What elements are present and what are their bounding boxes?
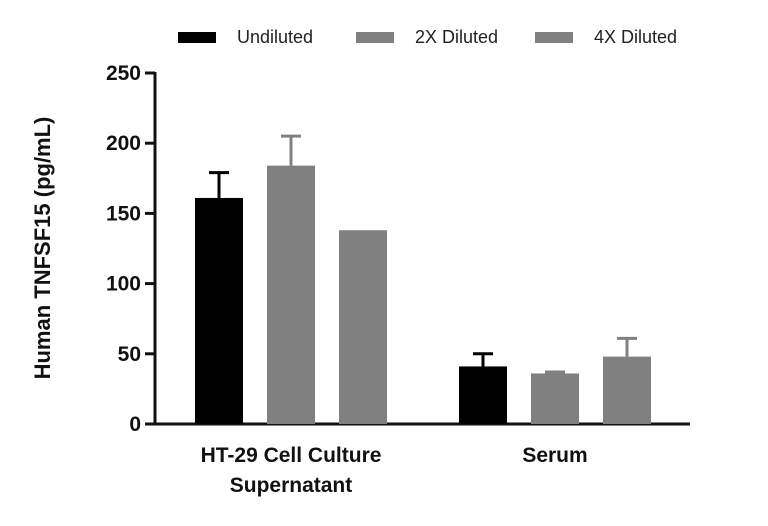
legend-swatch-undiluted (178, 32, 216, 43)
legend-label: 4X Diluted (594, 27, 677, 47)
legend-swatch-4x-diluted (535, 32, 573, 43)
y-tick-label: 250 (106, 62, 141, 85)
labels: Human TNFSF15 (pg/mL) HT-29 Cell Culture S… (30, 117, 588, 497)
legend-swatch-2x-diluted (356, 32, 394, 43)
y-tick-label: 0 (129, 413, 141, 436)
bar-undiluted-0 (195, 197, 243, 424)
x-category-label: Supernatant (230, 474, 353, 497)
y-axis-title: Human TNFSF15 (pg/mL) (30, 117, 55, 380)
y-tick-label: 50 (118, 343, 141, 366)
y-tick-label: 150 (106, 202, 141, 225)
x-category-label: HT-29 Cell Culture (201, 444, 382, 467)
bar-2x-diluted-0 (267, 165, 315, 424)
bar-undiluted-1 (459, 366, 507, 424)
bar-2x-diluted-1 (531, 373, 579, 424)
axes: 0 50 100 150 200 250 (106, 62, 690, 436)
y-tick-label: 100 (106, 273, 141, 296)
bar-4x-diluted-0 (339, 230, 387, 424)
x-category-label: Serum (522, 444, 587, 467)
legend-label: 2X Diluted (415, 27, 498, 47)
bars (195, 134, 651, 424)
y-tick-label: 200 (106, 132, 141, 155)
bar-4x-diluted-1 (603, 356, 651, 424)
legend: Undiluted 2X Diluted 4X Diluted (178, 27, 677, 47)
legend-label: Undiluted (237, 27, 313, 47)
